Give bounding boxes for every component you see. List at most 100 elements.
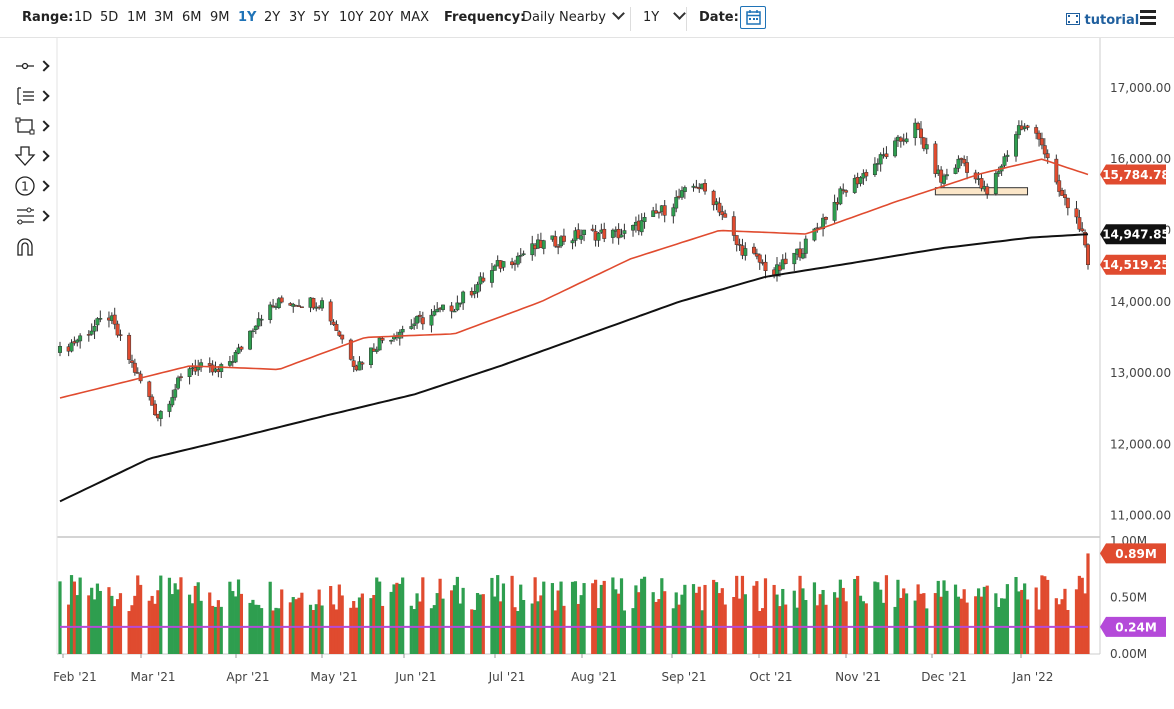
candle-body — [893, 140, 898, 157]
candle-body — [1016, 125, 1021, 136]
candle-body — [461, 291, 466, 304]
range-button-3m[interactable]: 3M — [154, 10, 174, 25]
range-button-10y[interactable]: 10Y — [339, 10, 364, 25]
tutorial-link[interactable]: tutorial — [1066, 13, 1139, 28]
candle-body — [553, 236, 558, 247]
range-button-5d[interactable]: 5D — [100, 10, 119, 25]
range-button-9m[interactable]: 9M — [210, 10, 230, 25]
volume-bar — [193, 585, 197, 654]
volume-bar — [683, 584, 687, 654]
candle-body — [916, 123, 921, 130]
volume-bar — [490, 577, 494, 654]
price-tag: 0.89M — [1100, 543, 1166, 564]
candle-body — [844, 190, 849, 193]
candle-body — [369, 347, 373, 365]
volume-bar — [271, 610, 275, 654]
range-button-1y[interactable]: 1Y — [238, 10, 257, 25]
arrow-tool[interactable] — [14, 145, 50, 169]
volume-bar — [167, 577, 172, 654]
candle-body — [1054, 158, 1059, 183]
candle-body — [933, 143, 938, 174]
volume-bar — [136, 575, 140, 654]
price-tag: 15,784.78 — [1100, 164, 1170, 185]
candle-body — [872, 163, 877, 176]
candle-body — [95, 318, 100, 326]
volume-bar — [409, 605, 413, 654]
candle-body — [170, 397, 175, 406]
price-tag: 0.24M — [1100, 616, 1166, 637]
volume-bar — [378, 581, 382, 654]
volume-bar — [570, 581, 575, 654]
candle-body — [579, 235, 584, 240]
price-tick-label: 13,000.00 — [1110, 366, 1171, 380]
range-button-3y[interactable]: 3Y — [289, 10, 306, 25]
range-button-max[interactable]: MAX — [400, 10, 430, 25]
volume-bar — [976, 588, 981, 654]
candle-body — [743, 248, 748, 256]
candle-body — [176, 377, 181, 389]
volume-bar — [815, 605, 819, 654]
range-button-20y[interactable]: 20Y — [369, 10, 394, 25]
shapes-tool[interactable] — [14, 115, 50, 139]
magnet-tool[interactable] — [14, 235, 50, 259]
candle-body — [616, 228, 621, 239]
volume-bar — [919, 593, 923, 654]
range-button-1d[interactable]: 1D — [74, 10, 93, 25]
date-tick-label: Oct '21 — [749, 670, 792, 684]
volume-bar — [617, 593, 621, 654]
volume-bar — [317, 589, 321, 654]
volume-bar — [596, 608, 601, 654]
frequency-select[interactable]: Daily Nearby — [522, 7, 625, 26]
candle-body — [803, 238, 808, 254]
volume-bar — [801, 588, 805, 654]
period-select[interactable]: 1Y — [643, 7, 687, 26]
volume-bar — [732, 597, 736, 654]
range-button-5y[interactable]: 5Y — [313, 10, 330, 25]
crosshair-tool[interactable] — [14, 55, 50, 79]
volume-bar — [288, 602, 292, 654]
candle-body — [178, 376, 183, 378]
counter-tool[interactable]: 1 — [14, 175, 50, 199]
volume-bar — [421, 577, 425, 654]
volume-bar — [1083, 593, 1087, 654]
range-button-2y[interactable]: 2Y — [264, 10, 281, 25]
range-button-6m[interactable]: 6M — [182, 10, 202, 25]
candle-body — [340, 334, 345, 340]
volume-bar — [331, 604, 336, 654]
hamburger-menu-icon[interactable] — [1140, 10, 1156, 25]
volume-bar — [864, 603, 868, 654]
candle-body — [556, 246, 561, 248]
range-button-1m[interactable]: 1M — [127, 10, 147, 25]
date-picker-button[interactable] — [740, 6, 766, 29]
candle-body — [337, 331, 342, 336]
candle-body — [501, 261, 506, 268]
candle-body — [475, 284, 480, 293]
candle-body — [328, 301, 333, 322]
fibonacci-tool[interactable] — [14, 205, 50, 229]
candle-body — [780, 259, 785, 270]
volume-bar — [858, 595, 863, 654]
volume-bar — [308, 604, 313, 654]
price-tick-label: 12,000.00 — [1110, 437, 1171, 451]
volume-bar — [320, 605, 324, 654]
volume-bar — [118, 593, 123, 654]
volume-bar — [599, 584, 603, 654]
candle-body — [135, 372, 140, 374]
candle-body — [432, 310, 437, 316]
volume-bar — [884, 575, 889, 654]
trend-lines-tool[interactable] — [14, 85, 50, 109]
candle-body — [763, 261, 768, 272]
fibonacci-icon — [17, 207, 34, 225]
candle-body — [956, 158, 961, 169]
volume-bar — [493, 596, 497, 654]
candle-body — [253, 325, 258, 330]
date-tick-label: Dec '21 — [921, 670, 967, 684]
candle-body — [979, 178, 984, 189]
volume-bar — [642, 576, 647, 654]
volume-bar — [190, 603, 195, 654]
volume-bar — [208, 592, 212, 654]
candle-body — [415, 316, 420, 324]
candle-body — [334, 324, 339, 331]
volume-bar — [211, 605, 215, 654]
